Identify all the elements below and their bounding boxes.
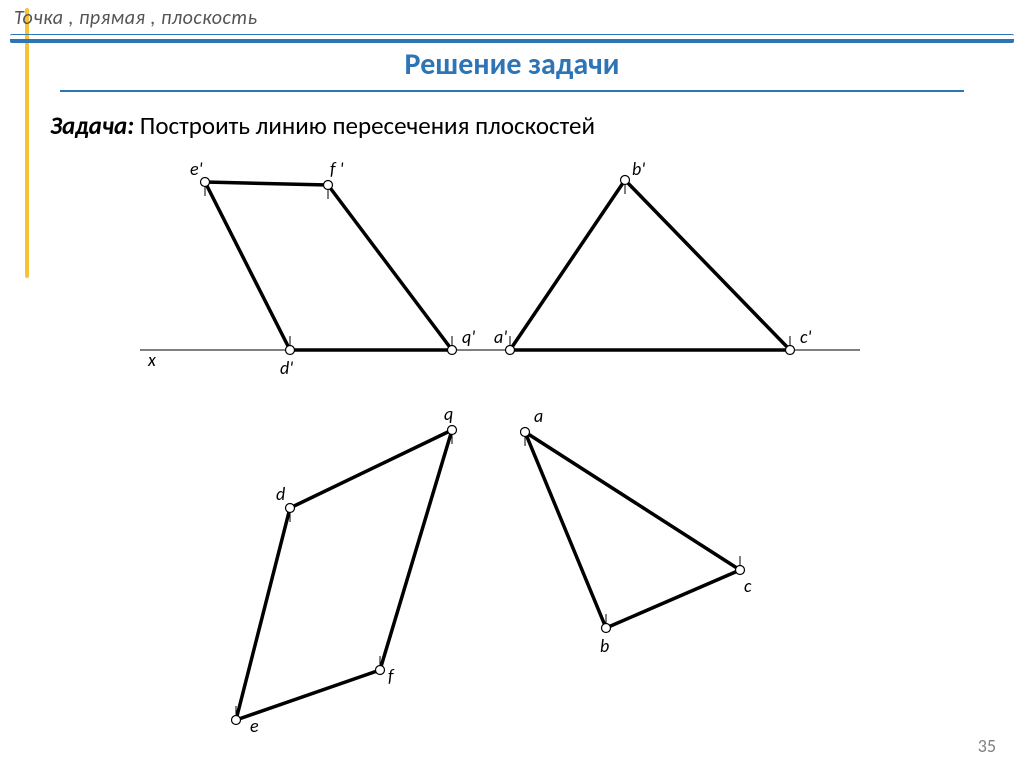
- point-label-q: q: [444, 403, 453, 425]
- title-underline: [60, 90, 964, 92]
- task-label: Задача:: [50, 110, 134, 141]
- point-label-e: e: [250, 715, 259, 737]
- point-label-b1: b': [632, 158, 645, 180]
- point-c1: [786, 346, 795, 355]
- point-b: [602, 624, 611, 633]
- page-title: Решение задачи: [0, 46, 1024, 83]
- quad-bot: [236, 430, 452, 720]
- point-label-f: f: [388, 665, 395, 687]
- header-underline: [10, 34, 1014, 43]
- point-label-b: b: [600, 635, 609, 657]
- point-c: [736, 566, 745, 575]
- header-label: Точка , прямая , плоскость: [14, 6, 257, 30]
- point-label-c: c: [744, 575, 752, 597]
- point-a: [521, 428, 530, 437]
- point-b1: [621, 176, 630, 185]
- point-label-f1: f ': [330, 158, 344, 180]
- tri-top: [510, 180, 790, 350]
- point-label-d1: d': [280, 357, 293, 379]
- task-line: Задача: Построить линию пересечения плос…: [50, 110, 595, 141]
- tri-bot: [525, 432, 740, 628]
- point-q: [448, 426, 457, 435]
- point-e: [232, 716, 241, 725]
- point-q1: [448, 346, 457, 355]
- point-label-d: d: [276, 483, 285, 505]
- point-label-a1: a': [494, 326, 507, 348]
- point-f1: [324, 181, 333, 190]
- point-d1: [286, 346, 295, 355]
- task-text: Построить линию пересечения плоскостей: [134, 110, 595, 141]
- point-label-e1: e': [190, 158, 203, 180]
- point-f: [376, 666, 385, 675]
- quad-top: [205, 182, 452, 350]
- x-axis-label: x: [147, 349, 156, 371]
- geometry-diagram: x e' f ' q' d' a' b' c' q d e f a b c: [0, 150, 1024, 760]
- point-label-c1: c': [800, 326, 811, 348]
- point-label-q1: q': [462, 326, 475, 348]
- point-label-a: a: [534, 405, 543, 427]
- point-d: [286, 504, 295, 513]
